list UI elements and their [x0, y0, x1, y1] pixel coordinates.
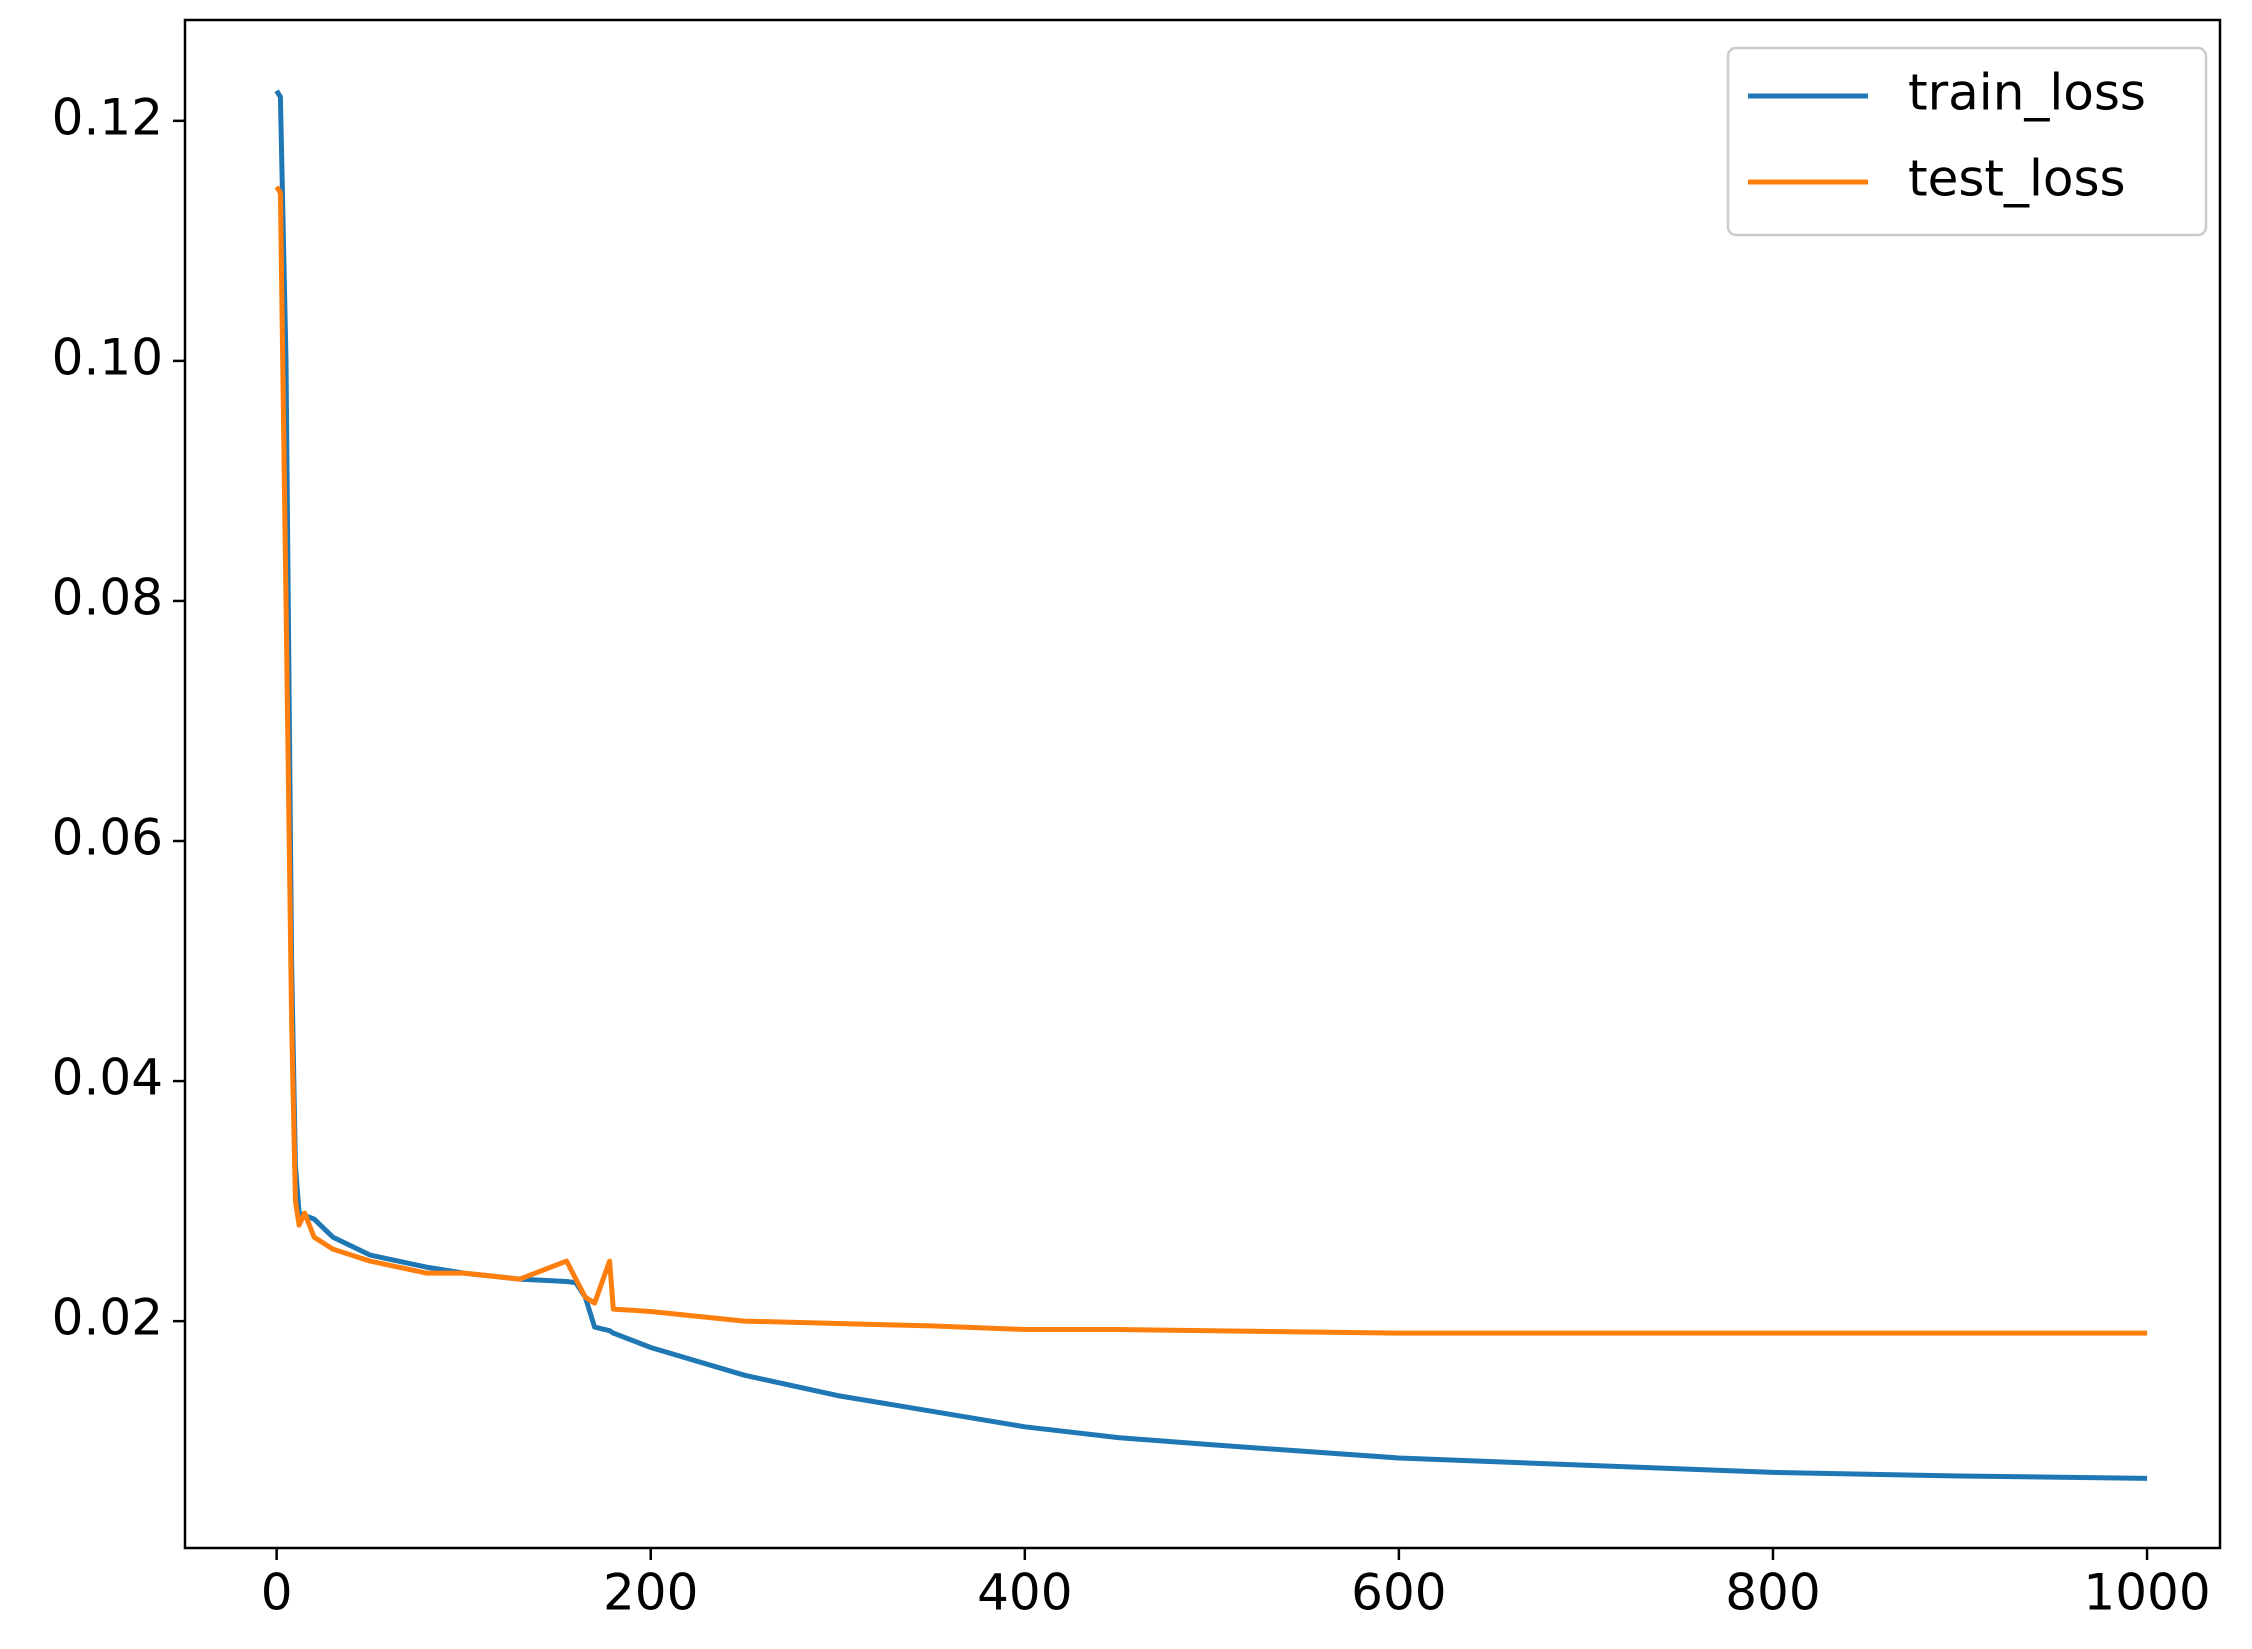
y-tick-label: 0.04 — [52, 1049, 163, 1107]
y-tick-label: 0.12 — [52, 88, 163, 146]
line — [274, 89, 2148, 1481]
y-tick-label: 0.06 — [52, 809, 163, 867]
y-tick-label: 0.10 — [52, 328, 163, 386]
y-tick-label: 0.08 — [52, 568, 163, 626]
x-tick-label: 800 — [1725, 1564, 1820, 1622]
y-tick-label: 0.02 — [52, 1289, 163, 1347]
x-tick-label: 1000 — [2083, 1564, 2210, 1622]
legend-label: test_loss — [1908, 150, 2126, 208]
line — [274, 185, 2148, 1336]
legend-label: train_loss — [1908, 64, 2146, 122]
x-tick-label: 600 — [1351, 1564, 1446, 1622]
x-tick-label: 200 — [603, 1564, 698, 1622]
x-tick-label: 0 — [261, 1564, 293, 1622]
plot-frame — [183, 18, 2222, 1550]
x-tick-label: 400 — [977, 1564, 1072, 1622]
